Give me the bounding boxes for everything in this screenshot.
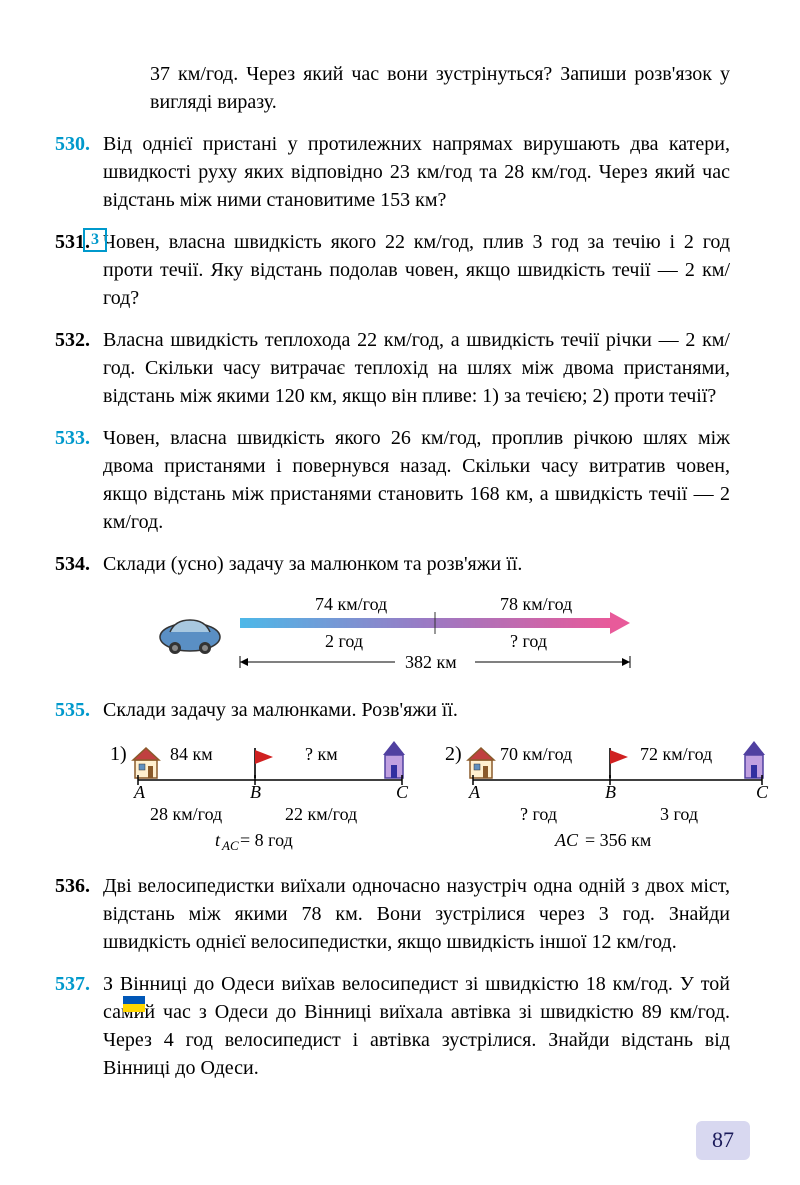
svg-text:= 356 км: = 356 км — [585, 830, 651, 850]
svg-text:22 км/год: 22 км/год — [285, 804, 357, 824]
problem-text: З Вінниці до Одеси виїхав велосипедист з… — [103, 970, 730, 1082]
problem-530: 530. Від однієї пристані у протилежних н… — [55, 130, 730, 214]
problem-number: 535. — [55, 696, 103, 724]
problem-534: 534. Склади (усно) задачу за малюнком та… — [55, 550, 730, 578]
intro-text: 37 км/год. Через який час вони зустрінут… — [150, 60, 730, 116]
svg-text:70 км/год: 70 км/год — [500, 744, 572, 764]
problem-number: 536. — [55, 872, 103, 956]
speed2-label: 78 км/год — [500, 594, 572, 614]
problem-533: 533. Човен, власна швидкість якого 26 км… — [55, 424, 730, 536]
problem-text: Склади (усно) задачу за малюнком та розв… — [103, 550, 730, 578]
time2-label: ? год — [510, 631, 547, 651]
problem-text: Дві велосипедистки виїхали одночасно наз… — [103, 872, 730, 956]
page-number: 87 — [696, 1121, 750, 1160]
problem-532: 532. Власна швидкість теплохода 22 км/го… — [55, 326, 730, 410]
svg-text:AC: AC — [221, 838, 239, 853]
problem-number: 537. — [55, 970, 103, 1082]
problem-text: Власна швидкість теплохода 22 км/год, а … — [103, 326, 730, 410]
problem-text: Від однієї пристані у протилежних напрям… — [103, 130, 730, 214]
ukraine-flag-icon — [123, 996, 145, 1012]
problem-531: 3 531. Човен, власна швидкість якого 22 … — [55, 228, 730, 312]
svg-text:84 км: 84 км — [170, 744, 213, 764]
diagram-534: 74 км/год 78 км/год 2 год ? год 382 км — [150, 592, 730, 682]
diagram-535: 1) 84 км ? км A B C 28 км/год 22 км/год … — [110, 738, 730, 858]
svg-text:C: C — [756, 782, 769, 802]
problem-536: 536. Дві велосипедистки виїхали одночасн… — [55, 872, 730, 956]
svg-text:AC: AC — [554, 830, 579, 850]
distance-label: 382 км — [405, 652, 457, 672]
svg-text:? год: ? год — [520, 804, 557, 824]
problem-number: 530. — [55, 130, 103, 214]
svg-text:t: t — [215, 830, 221, 850]
svg-text:2): 2) — [445, 743, 462, 765]
svg-text:A: A — [133, 782, 146, 802]
problem-number: 532. — [55, 326, 103, 410]
svg-text:28 км/год: 28 км/год — [150, 804, 222, 824]
svg-text:C: C — [396, 782, 409, 802]
difficulty-badge: 3 — [83, 228, 107, 252]
problem-number: 534. — [55, 550, 103, 578]
problem-text: Човен, власна швидкість якого 22 км/год,… — [103, 228, 730, 312]
time1-label: 2 год — [325, 631, 363, 651]
problem-text: Човен, власна швидкість якого 26 км/год,… — [103, 424, 730, 536]
svg-text:1): 1) — [110, 743, 127, 765]
problem-535: 535. Склади задачу за малюнками. Розв'яж… — [55, 696, 730, 724]
svg-text:A: A — [468, 782, 481, 802]
problem-number: 533. — [55, 424, 103, 536]
svg-text:? км: ? км — [305, 744, 338, 764]
svg-text:72 км/год: 72 км/год — [640, 744, 712, 764]
svg-text:= 8 год: = 8 год — [240, 830, 293, 850]
svg-text:B: B — [250, 782, 261, 802]
svg-text:B: B — [605, 782, 616, 802]
car-icon — [160, 620, 220, 654]
problem-537: 537. З Вінниці до Одеси виїхав велосипед… — [55, 970, 730, 1082]
speed1-label: 74 км/год — [315, 594, 387, 614]
svg-text:3 год: 3 год — [660, 804, 698, 824]
problem-text: Склади задачу за малюнками. Розв'яжи її. — [103, 696, 730, 724]
